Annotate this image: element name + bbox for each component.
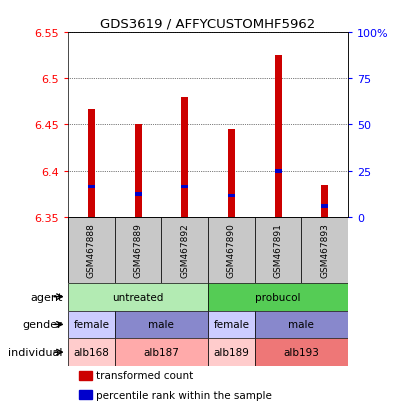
Bar: [274, 169, 282, 173]
Bar: [79, 390, 92, 399]
Text: percentile rank within the sample: percentile rank within the sample: [96, 390, 272, 400]
Text: untreated: untreated: [112, 292, 164, 302]
Bar: [161, 217, 208, 283]
Bar: [208, 311, 255, 338]
Text: GSM467893: GSM467893: [320, 223, 329, 278]
Bar: [181, 185, 188, 189]
Bar: [181, 97, 188, 217]
Bar: [255, 217, 301, 283]
Bar: [68, 338, 115, 366]
Bar: [321, 185, 328, 217]
Text: probucol: probucol: [255, 292, 301, 302]
Bar: [88, 185, 95, 189]
Bar: [115, 338, 208, 366]
Text: alb193: alb193: [283, 347, 319, 357]
Bar: [68, 283, 208, 311]
Text: alb189: alb189: [213, 347, 249, 357]
Bar: [134, 192, 142, 196]
Bar: [88, 109, 95, 217]
Bar: [208, 338, 255, 366]
Bar: [115, 217, 161, 283]
Text: GSM467891: GSM467891: [274, 223, 282, 278]
Text: female: female: [213, 320, 249, 330]
Text: GSM467889: GSM467889: [134, 223, 142, 278]
Bar: [208, 283, 348, 311]
Bar: [321, 204, 328, 208]
Text: gender: gender: [23, 320, 62, 330]
Bar: [228, 194, 235, 198]
Text: female: female: [73, 320, 109, 330]
Text: male: male: [288, 320, 314, 330]
Bar: [79, 371, 92, 380]
Title: GDS3619 / AFFYCUSTOMHF5962: GDS3619 / AFFYCUSTOMHF5962: [100, 17, 316, 31]
Bar: [115, 311, 208, 338]
Text: transformed count: transformed count: [96, 370, 193, 380]
Bar: [301, 217, 348, 283]
Text: male: male: [148, 320, 174, 330]
Bar: [255, 338, 348, 366]
Text: individual: individual: [8, 347, 62, 357]
Bar: [255, 311, 348, 338]
Text: GSM467888: GSM467888: [87, 223, 96, 278]
Bar: [68, 217, 115, 283]
Bar: [134, 125, 142, 217]
Text: alb187: alb187: [143, 347, 179, 357]
Bar: [68, 311, 115, 338]
Text: alb168: alb168: [73, 347, 109, 357]
Text: agent: agent: [30, 292, 62, 302]
Text: GSM467890: GSM467890: [227, 223, 236, 278]
Bar: [208, 217, 255, 283]
Bar: [274, 56, 282, 217]
Bar: [228, 130, 235, 217]
Text: GSM467892: GSM467892: [180, 223, 189, 278]
